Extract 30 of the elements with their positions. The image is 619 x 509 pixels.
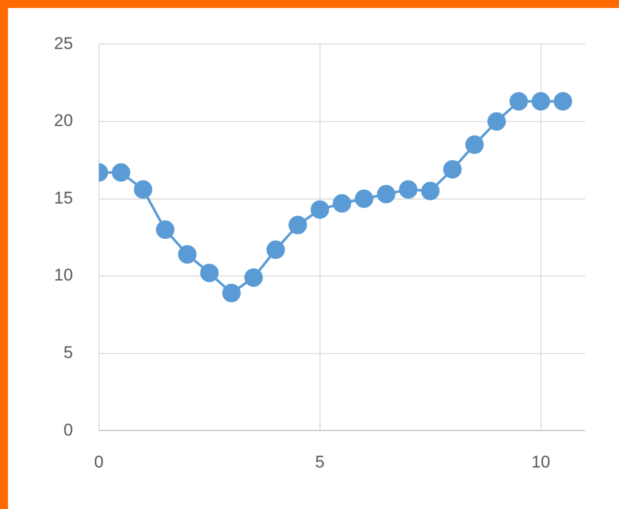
x-tick-label: 0 xyxy=(94,452,104,472)
point xyxy=(112,163,130,182)
y-tick-label: 20 xyxy=(54,111,73,130)
y-tick-label: 15 xyxy=(54,188,73,208)
point xyxy=(200,264,219,282)
point xyxy=(376,184,396,204)
point xyxy=(443,160,462,179)
point xyxy=(332,194,352,213)
point xyxy=(134,180,152,199)
x-tick-label: 5 xyxy=(315,452,325,472)
point xyxy=(222,284,241,302)
point xyxy=(288,216,308,234)
y-tick-label: 10 xyxy=(54,266,73,285)
y-tick-label: 0 xyxy=(63,420,73,440)
point xyxy=(554,92,572,111)
point xyxy=(532,92,550,111)
point xyxy=(509,92,528,111)
point xyxy=(310,200,330,219)
x-tick-label: 10 xyxy=(531,452,550,472)
point xyxy=(266,240,285,260)
point xyxy=(398,180,418,199)
point xyxy=(465,135,484,154)
point xyxy=(244,268,263,287)
y-tick-label: 25 xyxy=(54,34,73,53)
point xyxy=(421,182,440,200)
point xyxy=(354,190,374,208)
point xyxy=(156,220,174,239)
y-tick-label: 5 xyxy=(63,343,73,362)
point xyxy=(178,245,197,264)
point xyxy=(487,112,506,131)
